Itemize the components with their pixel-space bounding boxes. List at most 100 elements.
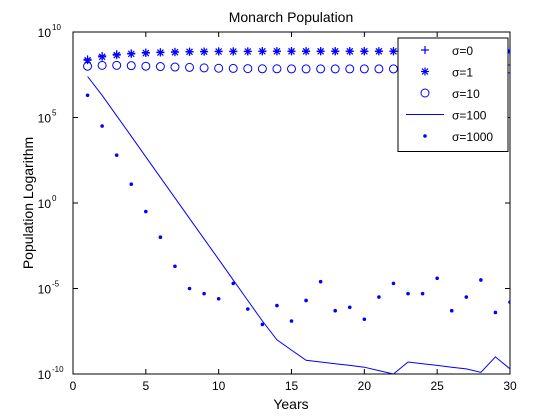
data-point xyxy=(374,64,384,74)
legend: σ=0 σ=1 σ=10 σ=100 σ=1000 xyxy=(397,37,509,152)
legend-label: σ=1 xyxy=(452,66,473,80)
data-point xyxy=(302,47,311,56)
y-tick-label: 10 xyxy=(38,283,52,297)
data-point xyxy=(360,47,369,56)
x-tick-label: 25 xyxy=(430,379,444,393)
legend-item: σ=0 xyxy=(421,44,473,58)
data-point xyxy=(316,47,325,56)
data-point xyxy=(243,47,252,56)
data-point xyxy=(449,308,454,313)
data-point xyxy=(214,63,224,73)
y-tick-label: 10 xyxy=(38,197,52,211)
series-3 xyxy=(87,76,510,374)
data-point xyxy=(185,47,194,56)
data-point xyxy=(228,63,238,73)
legend-label: σ=100 xyxy=(452,109,487,123)
data-point xyxy=(318,279,323,284)
data-point xyxy=(389,47,398,56)
data-point xyxy=(202,291,206,296)
data-point xyxy=(200,47,209,56)
data-point xyxy=(243,64,253,74)
series-4 xyxy=(85,93,510,327)
data-point xyxy=(85,93,90,98)
data-point xyxy=(388,64,398,74)
data-point xyxy=(289,319,294,323)
legend-label: σ=0 xyxy=(452,44,473,58)
data-point xyxy=(144,209,148,214)
y-tick-exponent: -5 xyxy=(52,280,60,289)
data-point xyxy=(331,47,340,56)
legend-marker xyxy=(421,67,429,76)
y-tick-exponent: 0 xyxy=(52,194,57,203)
data-point xyxy=(287,47,296,56)
y-tick-label: 10 xyxy=(38,112,52,126)
data-point xyxy=(98,52,107,61)
data-point xyxy=(406,291,410,296)
legend-item: σ=100 xyxy=(406,109,487,123)
data-point xyxy=(287,64,296,74)
data-point xyxy=(214,47,223,56)
legend-item: σ=1 xyxy=(421,66,473,80)
data-point xyxy=(464,295,469,299)
data-point xyxy=(231,281,236,286)
data-point xyxy=(97,60,107,70)
data-point xyxy=(391,281,396,286)
data-point xyxy=(508,300,510,304)
data-point xyxy=(258,47,267,56)
data-point xyxy=(377,295,381,299)
data-point xyxy=(127,49,136,58)
data-point xyxy=(330,64,340,74)
x-tick-label: 20 xyxy=(358,379,372,393)
data-point xyxy=(362,317,367,322)
data-point xyxy=(304,298,308,303)
legend-item: σ=1000 xyxy=(423,130,493,144)
data-point xyxy=(83,61,93,71)
data-point xyxy=(420,291,425,296)
data-point xyxy=(272,47,281,56)
data-point xyxy=(493,310,498,315)
legend-box xyxy=(397,37,509,152)
data-point xyxy=(260,322,265,327)
x-tick-label: 15 xyxy=(285,379,299,393)
data-point xyxy=(114,153,119,157)
x-axis-label: Years xyxy=(273,396,308,412)
data-point xyxy=(359,64,369,74)
data-point xyxy=(479,278,483,282)
series-line xyxy=(87,76,510,374)
data-point xyxy=(345,47,354,56)
data-point xyxy=(374,47,383,56)
data-point xyxy=(185,62,195,72)
data-point xyxy=(126,61,136,71)
data-point xyxy=(347,305,352,310)
data-point xyxy=(112,60,122,70)
y-tick-label: 10 xyxy=(38,26,52,40)
data-point xyxy=(301,64,311,74)
data-point xyxy=(141,49,150,58)
data-point xyxy=(158,235,163,239)
legend-marker xyxy=(421,46,429,54)
data-point xyxy=(156,48,165,57)
data-point xyxy=(345,64,355,74)
data-point xyxy=(155,62,165,72)
data-point xyxy=(187,286,192,291)
data-point xyxy=(170,48,179,57)
data-point xyxy=(275,303,279,308)
y-tick-exponent: -10 xyxy=(52,365,64,374)
y-tick-label: 10 xyxy=(38,368,52,382)
data-point xyxy=(435,276,439,281)
data-point xyxy=(216,296,221,301)
legend-item: σ=10 xyxy=(420,87,480,101)
legend-label: σ=1000 xyxy=(452,130,493,144)
y-tick-exponent: 5 xyxy=(52,109,57,118)
y-tick-exponent: 10 xyxy=(52,23,61,32)
x-tick-label: 30 xyxy=(503,379,517,393)
data-point xyxy=(257,64,267,74)
data-point xyxy=(316,64,326,74)
chart-title: Monarch Population xyxy=(229,9,354,25)
x-tick-label: 5 xyxy=(142,379,149,393)
data-point xyxy=(141,61,151,71)
data-point xyxy=(112,51,121,60)
data-point xyxy=(100,124,104,128)
